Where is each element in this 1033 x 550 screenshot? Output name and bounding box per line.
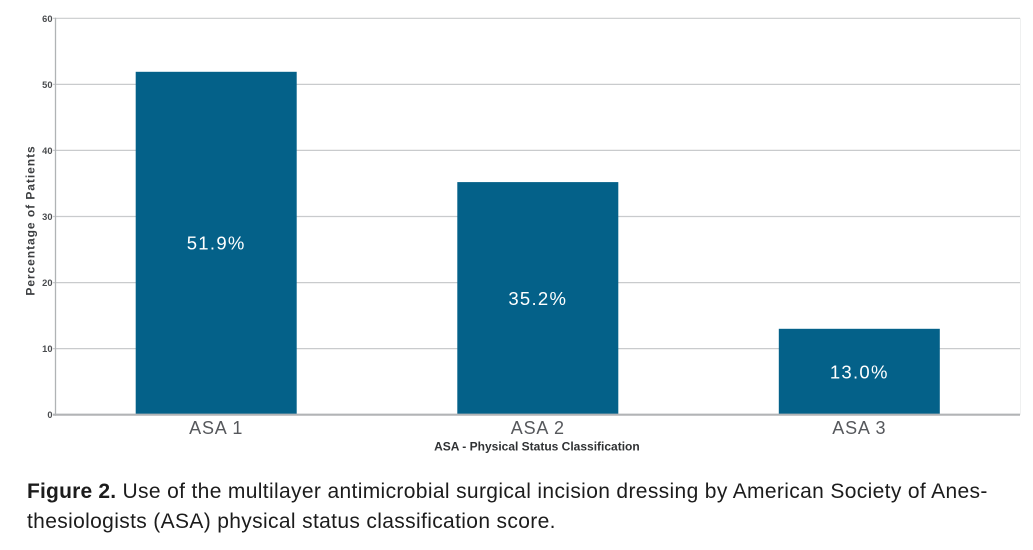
svg-text:30: 30: [42, 212, 52, 222]
svg-text:13.0%: 13.0%: [830, 361, 889, 382]
svg-text:ASA 3: ASA 3: [832, 418, 886, 438]
svg-text:50: 50: [42, 80, 52, 90]
svg-text:Percentage of Patients: Percentage of Patients: [24, 145, 38, 295]
svg-text:20: 20: [42, 278, 52, 288]
svg-text:ASA - Physical Status Classifi: ASA - Physical Status Classification: [434, 439, 640, 453]
svg-text:0: 0: [47, 410, 52, 420]
svg-text:35.2%: 35.2%: [508, 288, 567, 309]
svg-text:ASA 2: ASA 2: [511, 418, 565, 438]
svg-text:60: 60: [42, 14, 52, 24]
svg-text:10: 10: [42, 344, 52, 354]
svg-text:40: 40: [42, 146, 52, 156]
svg-text:ASA 1: ASA 1: [189, 418, 243, 438]
svg-text:51.9%: 51.9%: [187, 233, 246, 254]
